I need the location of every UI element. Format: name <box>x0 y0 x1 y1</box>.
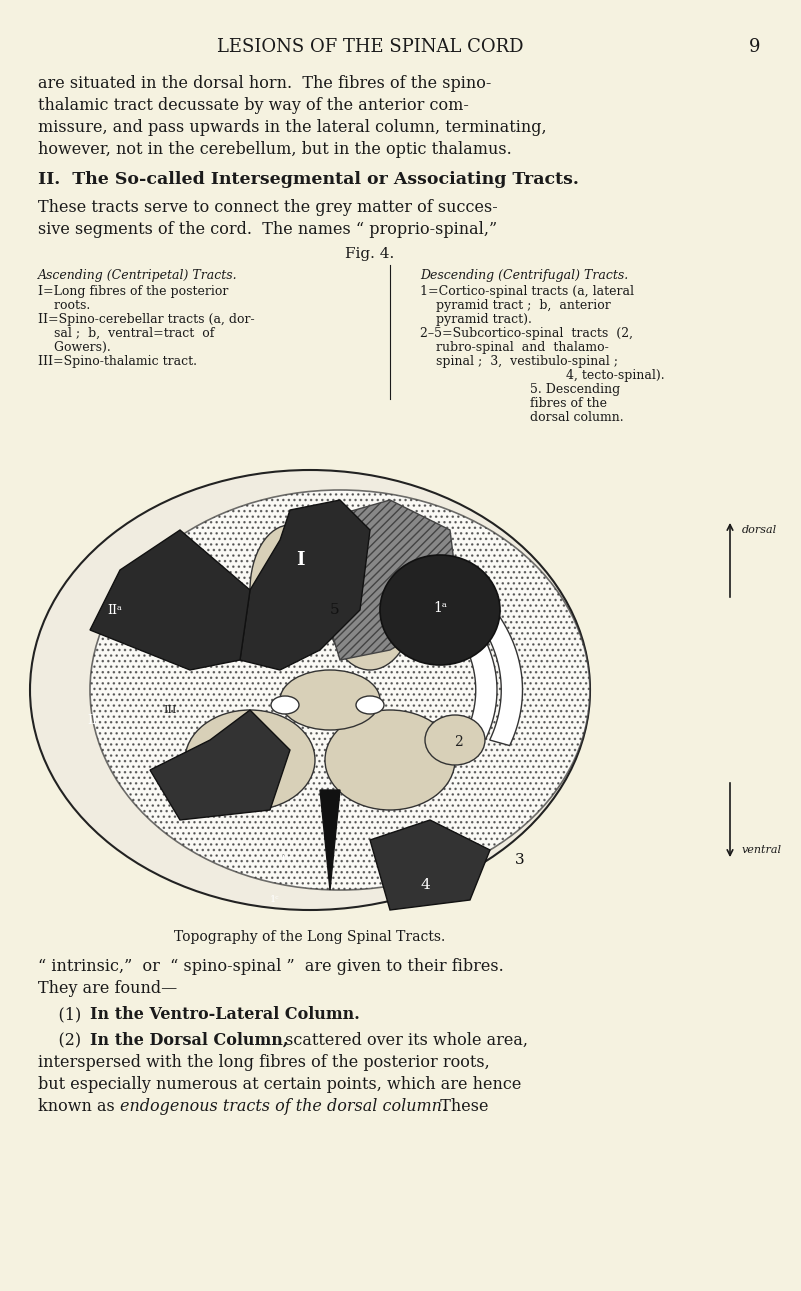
Text: 1ᵃ: 1ᵃ <box>433 602 447 615</box>
Text: 5: 5 <box>330 603 340 617</box>
Ellipse shape <box>280 670 380 729</box>
Ellipse shape <box>325 710 455 809</box>
Text: II.  The So-called Intersegmental or Associating Tracts.: II. The So-called Intersegmental or Asso… <box>38 170 579 188</box>
Text: pyramid tract ;  b,  anterior: pyramid tract ; b, anterior <box>420 300 610 312</box>
Text: II=Spino-cerebellar tracts (a, dor-: II=Spino-cerebellar tracts (a, dor- <box>38 312 255 327</box>
Text: 2–5=Subcortico-spinal  tracts  (2,: 2–5=Subcortico-spinal tracts (2, <box>420 327 633 340</box>
Polygon shape <box>320 500 460 660</box>
Text: These: These <box>430 1099 489 1115</box>
Text: fibres of the: fibres of the <box>530 398 607 411</box>
Ellipse shape <box>30 470 590 910</box>
Text: sive segments of the cord.  The names “ proprio-spinal,”: sive segments of the cord. The names “ p… <box>38 221 497 238</box>
Polygon shape <box>240 500 370 670</box>
Text: (2): (2) <box>38 1032 91 1050</box>
Ellipse shape <box>271 696 299 714</box>
Ellipse shape <box>380 555 500 665</box>
Text: but especially numerous at certain points, which are hence: but especially numerous at certain point… <box>38 1075 521 1093</box>
Text: 2: 2 <box>453 735 462 749</box>
Polygon shape <box>370 820 490 910</box>
Text: 9: 9 <box>749 37 761 56</box>
Text: Gowers).: Gowers). <box>38 341 111 354</box>
Text: dorsal: dorsal <box>742 525 777 534</box>
Text: III=Spino-thalamic tract.: III=Spino-thalamic tract. <box>38 355 197 368</box>
Text: scattered over its whole area,: scattered over its whole area, <box>280 1032 528 1050</box>
Text: Topography of the Long Spinal Tracts.: Topography of the Long Spinal Tracts. <box>175 930 445 944</box>
Text: however, not in the cerebellum, but in the optic thalamus.: however, not in the cerebellum, but in t… <box>38 141 512 158</box>
Ellipse shape <box>90 491 590 889</box>
Ellipse shape <box>325 531 415 670</box>
Polygon shape <box>343 531 522 746</box>
Text: interspersed with the long fibres of the posterior roots,: interspersed with the long fibres of the… <box>38 1053 489 1072</box>
Text: are situated in the dorsal horn.  The fibres of the spino-: are situated in the dorsal horn. The fib… <box>38 75 491 92</box>
Text: thalamic tract decussate by way of the anterior com-: thalamic tract decussate by way of the a… <box>38 97 469 114</box>
Text: ventral: ventral <box>742 846 782 855</box>
Text: In the Dorsal Column,: In the Dorsal Column, <box>90 1032 288 1050</box>
Text: I: I <box>296 551 304 569</box>
Text: sal ;  b,  ventral=tract  of: sal ; b, ventral=tract of <box>38 327 215 340</box>
Text: 4, tecto-spinal).: 4, tecto-spinal). <box>530 369 665 382</box>
Polygon shape <box>90 531 250 670</box>
Text: These tracts serve to connect the grey matter of succes-: These tracts serve to connect the grey m… <box>38 199 497 216</box>
Text: 1=Cortico-spinal tracts (a, lateral: 1=Cortico-spinal tracts (a, lateral <box>420 285 634 298</box>
Text: They are found—: They are found— <box>38 980 177 997</box>
Text: III: III <box>163 705 177 715</box>
Ellipse shape <box>250 525 330 655</box>
Polygon shape <box>339 549 497 738</box>
Text: “ intrinsic,”  or  “ spino-spinal ”  are given to their fibres.: “ intrinsic,” or “ spino-spinal ” are gi… <box>38 958 504 975</box>
Text: LESIONS OF THE SPINAL CORD: LESIONS OF THE SPINAL CORD <box>217 37 523 56</box>
Polygon shape <box>320 790 340 889</box>
Text: endogenous tracts of the dorsal column.: endogenous tracts of the dorsal column. <box>120 1099 447 1115</box>
Text: dorsal column.: dorsal column. <box>530 411 624 423</box>
Text: IIᵇ: IIᵇ <box>87 714 103 727</box>
Text: known as: known as <box>38 1099 120 1115</box>
Text: spinal ;  3,  vestibulo-spinal ;: spinal ; 3, vestibulo-spinal ; <box>420 355 618 368</box>
Polygon shape <box>150 710 290 820</box>
Text: 1ᶜ: 1ᶜ <box>270 896 280 905</box>
Text: I=Long fibres of the posterior: I=Long fibres of the posterior <box>38 285 228 298</box>
Text: 3: 3 <box>515 853 525 868</box>
Text: Ascending (Centripetal) Tracts.: Ascending (Centripetal) Tracts. <box>38 269 238 281</box>
Ellipse shape <box>185 710 315 809</box>
Text: roots.: roots. <box>38 300 91 312</box>
Text: (1): (1) <box>38 1006 91 1022</box>
Ellipse shape <box>356 696 384 714</box>
Text: missure, and pass upwards in the lateral column, terminating,: missure, and pass upwards in the lateral… <box>38 119 546 136</box>
Text: In the Ventro-Lateral Column.: In the Ventro-Lateral Column. <box>90 1006 360 1022</box>
Ellipse shape <box>425 715 485 766</box>
Text: 1ᵇ: 1ᵇ <box>280 855 291 865</box>
Text: 5. Descending: 5. Descending <box>530 383 620 396</box>
Text: 4: 4 <box>421 878 430 892</box>
Text: rubro-spinal  and  thalamo-: rubro-spinal and thalamo- <box>420 341 609 354</box>
Text: Descending (Centrifugal) Tracts.: Descending (Centrifugal) Tracts. <box>420 269 628 281</box>
Text: Fig. 4.: Fig. 4. <box>345 247 395 261</box>
Text: pyramid tract).: pyramid tract). <box>420 312 532 327</box>
Text: IIᵃ: IIᵃ <box>107 603 123 617</box>
